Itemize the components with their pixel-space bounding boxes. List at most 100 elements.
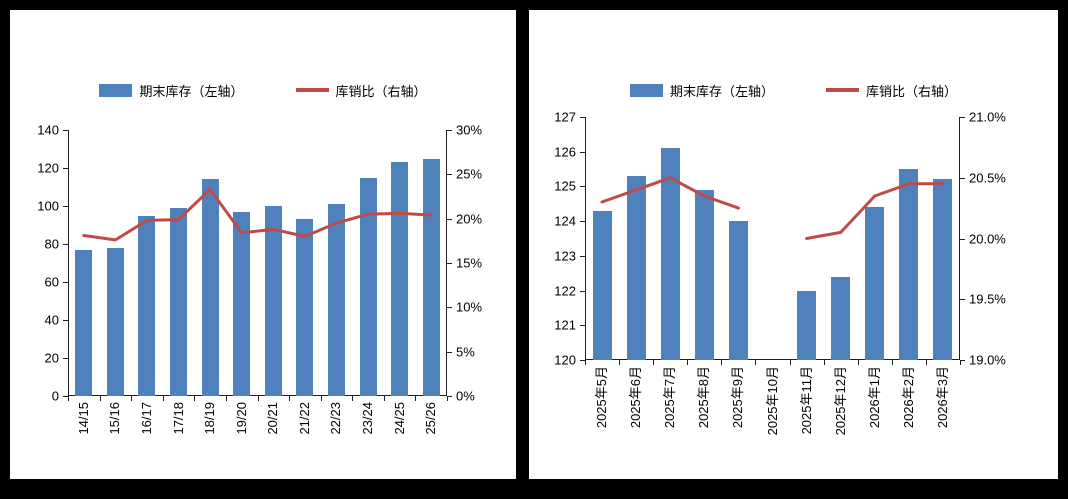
y-right-tick-label: 10% <box>456 299 483 315</box>
x-category-label: 2026年1月 <box>866 366 882 429</box>
x-tick-mark <box>257 396 259 401</box>
x-category-label: 2026年3月 <box>934 366 950 429</box>
x-category-label: 2025年9月 <box>730 366 746 429</box>
chart-panel-annual: 期末库存（左轴） 库销比（右轴） 0 20 40 60 80 100 120 140 0% 5% 1… <box>10 10 516 479</box>
legend-item-bar: 期末库存（左轴） <box>99 81 244 100</box>
legend-item-bar: 期末库存（左轴） <box>629 81 774 100</box>
y-left-tick-label: 80 <box>44 236 59 252</box>
y-left-tick-label: 126 <box>554 144 576 160</box>
x-category-label: 23/24 <box>360 402 376 435</box>
y-left-tick-label: 127 <box>554 109 576 125</box>
bar-23/24 <box>359 177 377 396</box>
y-left-tick-mark <box>580 325 585 327</box>
y-left-tick-label: 120 <box>37 160 59 176</box>
y-left-tick-label: 123 <box>554 248 576 264</box>
y-left-tick-label: 121 <box>554 317 576 333</box>
plot-area <box>585 117 960 360</box>
y-left-tick-label: 124 <box>554 213 576 229</box>
bar-19/20 <box>233 211 251 396</box>
x-tick-mark <box>99 396 101 401</box>
bar-24/25 <box>391 162 409 396</box>
y-right-tick-mark <box>960 238 965 240</box>
x-tick-mark <box>721 360 723 365</box>
y-left-tick-mark <box>580 255 585 257</box>
y-left-tick-mark <box>63 206 68 207</box>
x-category-label: 18/19 <box>202 402 218 435</box>
x-tick-mark <box>383 396 385 401</box>
legend-line-label: 库销比（右轴） <box>866 83 958 99</box>
y-left-tick-label: 20 <box>44 350 59 366</box>
x-category-label: 2025年11月 <box>798 366 814 435</box>
y-right-tick-label: 5% <box>456 344 475 360</box>
y-right-tick-mark <box>447 307 452 309</box>
x-tick-mark <box>415 396 417 401</box>
x-tick-mark <box>891 360 893 365</box>
x-category-label: 24/25 <box>391 402 407 435</box>
y-left-tick-mark <box>63 244 68 245</box>
y-right-tick-mark <box>447 351 452 353</box>
x-tick-mark <box>352 396 354 401</box>
bar-2025年9月 <box>728 221 748 360</box>
bar-2025年5月 <box>592 210 612 360</box>
bar-2026年2月 <box>899 169 919 360</box>
x-category-label: 2026年2月 <box>900 366 916 429</box>
y-right-tick-label: 20.0% <box>969 231 1006 246</box>
x-category-label: 14/15 <box>75 402 91 435</box>
x-category-label: 21/22 <box>296 402 312 435</box>
x-category-label: 17/18 <box>170 402 186 435</box>
y-right-tick-mark <box>447 263 452 264</box>
line-series-swatch-icon <box>826 88 859 92</box>
y-left-tick-mark <box>580 151 585 153</box>
y-right-tick-label: 21.0% <box>969 109 1006 125</box>
y-right-tick-label: 20.5% <box>969 170 1006 186</box>
x-tick-mark <box>619 360 621 365</box>
y-left-tick-mark <box>63 168 68 169</box>
bar-14/15 <box>75 249 93 396</box>
y-right-tick-label: 25% <box>456 166 483 182</box>
y-left-tick-mark <box>580 117 585 118</box>
legend: 期末库存（左轴） 库销比（右轴） <box>10 81 516 100</box>
y-right-tick-label: 19.0% <box>969 352 1006 368</box>
y-left-tick-mark <box>580 186 585 188</box>
x-category-label: 20/21 <box>265 402 281 435</box>
y-left-tick-label: 122 <box>554 283 576 299</box>
y-right-tick-label: 19.5% <box>969 291 1006 307</box>
y-right-tick-mark <box>447 130 452 131</box>
x-tick-mark <box>687 360 689 365</box>
x-tick-mark <box>320 396 322 401</box>
x-category-label: 2025年5月 <box>594 366 610 429</box>
line-series-swatch-icon <box>295 88 329 92</box>
x-category-label: 19/20 <box>233 402 249 435</box>
legend-bar-label: 期末库存（左轴） <box>669 83 774 99</box>
y-left-tick-mark <box>63 130 68 131</box>
x-category-label: 25/26 <box>423 402 439 435</box>
x-tick-mark <box>289 396 291 401</box>
bar-2025年11月 <box>797 290 817 360</box>
y-left-tick-mark <box>63 282 68 283</box>
x-tick-mark <box>960 360 961 365</box>
bar-2026年3月 <box>933 179 953 360</box>
y-right-tick-label: 20% <box>456 211 483 227</box>
y-right-tick-label: 0% <box>456 388 475 404</box>
x-category-label: 2025年7月 <box>662 366 678 429</box>
legend-bar-label: 期末库存（左轴） <box>139 83 244 99</box>
legend-item-line: 库销比（右轴） <box>826 81 957 100</box>
y-right-tick-mark <box>447 396 452 397</box>
y-left-tick-label: 40 <box>44 312 59 328</box>
y-left-tick-label: 0 <box>51 388 59 404</box>
x-tick-mark <box>68 396 69 401</box>
x-tick-mark <box>225 396 227 401</box>
y-left-tick-label: 60 <box>44 274 59 290</box>
bar-2025年7月 <box>660 148 680 360</box>
y-left-tick-label: 120 <box>554 352 576 368</box>
legend-item-line: 库销比（右轴） <box>295 81 427 100</box>
y-right-tick-mark <box>960 360 965 361</box>
bar-2025年8月 <box>694 189 714 360</box>
x-tick-mark <box>925 360 927 365</box>
bar-22/23 <box>327 204 345 396</box>
y-right-tick-mark <box>960 177 965 179</box>
y-right-tick-label: 15% <box>456 255 483 271</box>
x-tick-mark <box>162 396 164 401</box>
y-left-tick-label: 100 <box>37 198 59 214</box>
y-left-tick-mark <box>580 360 585 361</box>
